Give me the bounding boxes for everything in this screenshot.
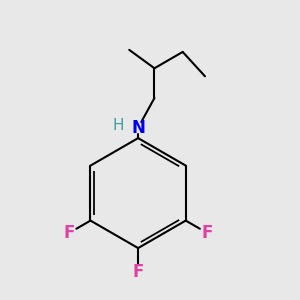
Text: F: F [201, 224, 212, 242]
Text: H: H [112, 118, 124, 133]
Text: N: N [131, 119, 145, 137]
Text: F: F [64, 224, 75, 242]
Text: F: F [132, 263, 144, 281]
